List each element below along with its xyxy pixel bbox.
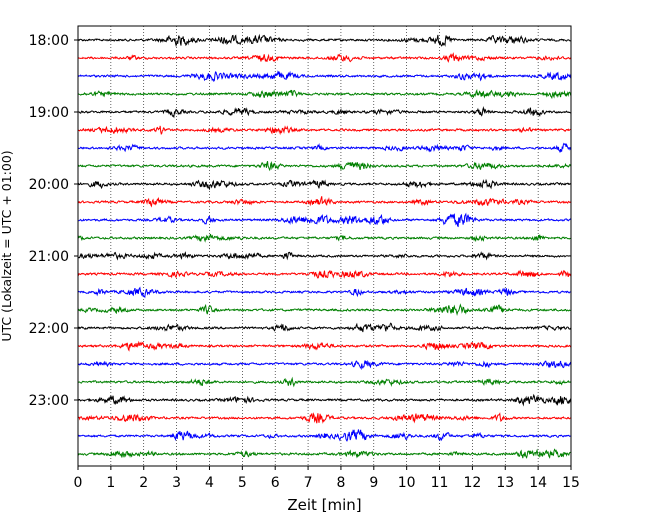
seismogram-trace [77,286,572,299]
y-tick-label: 21:00 [29,249,69,265]
seismogram-trace [77,448,572,459]
x-tick-label: 3 [172,475,181,491]
x-axis: 0 1 2 3 4 5 6 7 8 9 10 11 12 13 14 15 [74,466,580,491]
seismogram-trace [77,251,572,261]
x-tick-label: 7 [304,475,313,491]
y-axis: 18:00 19:00 20:00 21:00 22:00 23:00 [29,33,78,409]
seismogram-trace [77,303,572,316]
x-axis-label: Zeit [min] [287,496,361,514]
x-tick-label: 6 [271,475,280,491]
seismogram-trace [77,178,572,191]
y-tick-label: 22:00 [29,321,69,337]
x-tick-label: 14 [529,475,547,491]
seismogram-trace [77,393,572,407]
seismogram-trace [77,429,572,442]
seismogram-trace [77,70,572,83]
seismogram-trace [77,125,572,136]
x-tick-label: 4 [205,475,214,491]
seismogram-trace [77,160,572,172]
y-tick-label: 23:00 [29,393,69,409]
seismogram-trace [77,340,572,352]
x-tick-label: 1 [106,475,115,491]
x-tick-label: 15 [562,475,580,491]
seismogram-trace [77,359,572,371]
x-tick-label: 8 [336,475,345,491]
seismogram-trace [77,142,572,153]
seismogram-trace [77,52,572,63]
x-tick-label: 5 [238,475,247,491]
seismogram-trace [77,376,572,388]
x-tick-label: 11 [431,475,449,491]
seismogram-trace [77,33,572,48]
y-tick-label: 18:00 [29,33,69,49]
x-tick-label: 12 [463,475,481,491]
seismogram-trace [77,412,572,424]
y-axis-label: UTC (Lokalzeit = UTC + 01:00) [0,150,14,341]
y-tick-label: 19:00 [29,105,69,121]
x-tick-label: 0 [74,475,83,491]
vertical-grid [110,26,539,466]
x-tick-label: 2 [139,475,148,491]
seismogram-trace [77,269,572,279]
seismogram-trace [77,322,572,333]
seismogram-trace [77,106,572,119]
x-tick-label: 9 [369,475,378,491]
seismogram-trace [77,233,572,243]
x-tick-label: 10 [398,475,416,491]
plot-frame [77,25,572,467]
seismogram-trace [77,212,572,228]
trace-group [77,33,572,459]
seismogram-trace [77,196,572,208]
seismogram-trace [77,88,572,100]
x-tick-label: 13 [496,475,514,491]
y-tick-label: 20:00 [29,177,69,193]
